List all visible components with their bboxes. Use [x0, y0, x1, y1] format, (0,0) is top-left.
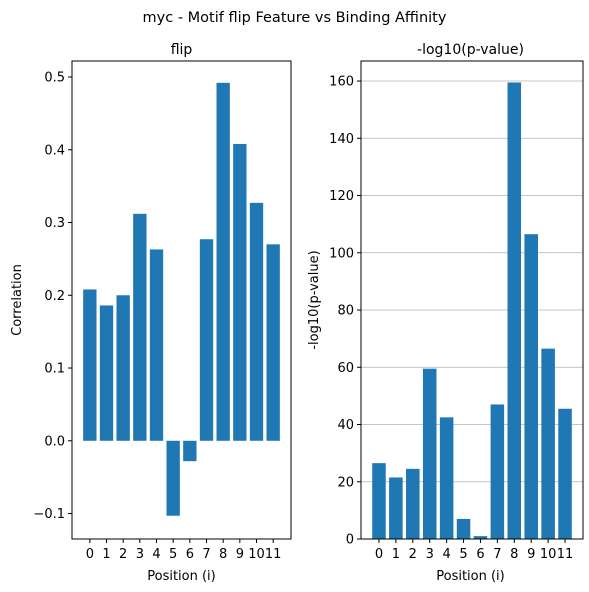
pvalue-x-tick-label: 3 — [426, 547, 434, 562]
correlation-x-tick-label: 3 — [136, 547, 144, 562]
pvalue-y-tick-label: 40 — [337, 418, 354, 433]
correlation-x-tick-label: 4 — [152, 547, 160, 562]
correlation-y-tick-label: 0.5 — [44, 71, 65, 86]
correlation-x-tick-label: 0 — [86, 547, 94, 562]
pvalue-y-tick-label: 20 — [337, 475, 354, 490]
correlation-panel: flip −0.1 0.0 0.1 0.2 0.3 0.4 0.5 0 1 2 3 4 5 6 7 8 9 10… — [10, 42, 292, 584]
pvalue-x-tick-label: 9 — [527, 547, 535, 562]
pvalue-x-tick-label: 1 — [392, 547, 400, 562]
correlation-bar — [149, 249, 164, 441]
pvalue-bar — [422, 368, 437, 539]
pvalue-bars — [372, 82, 572, 539]
pvalue-y-ticks: 0 20 40 60 80 100 120 140 160 — [329, 75, 361, 548]
correlation-x-ticks: 0 1 2 3 4 5 6 7 8 9 10 11 — [86, 539, 282, 562]
figure-suptitle: myc - Motif flip Feature vs Binding Affi… — [143, 10, 447, 26]
pvalue-bar — [439, 417, 454, 539]
correlation-x-tick-label: 2 — [119, 547, 127, 562]
correlation-x-axis-label: Position (i) — [147, 569, 216, 584]
correlation-panel-title: flip — [171, 42, 193, 58]
pvalue-bar — [372, 463, 386, 539]
correlation-y-axis-label: Correlation — [10, 264, 25, 336]
pvalue-y-axis-label: -log10(p-value) — [307, 250, 322, 349]
correlation-x-tick-label: 7 — [202, 547, 210, 562]
correlation-y-ticks: −0.1 0.0 0.1 0.2 0.3 0.4 0.5 — [33, 71, 72, 522]
pvalue-panel-title: -log10(p-value) — [417, 42, 524, 58]
correlation-bars — [83, 82, 280, 516]
correlation-x-tick-label: 6 — [186, 547, 194, 562]
pvalue-x-tick-label: 0 — [375, 547, 383, 562]
pvalue-x-tick-label: 6 — [476, 547, 484, 562]
correlation-y-tick-label: 0.3 — [44, 216, 65, 231]
pvalue-x-axis-label: Position (i) — [436, 569, 505, 584]
pvalue-y-tick-label: 160 — [329, 75, 354, 90]
correlation-bar — [183, 440, 197, 462]
pvalue-bar — [456, 518, 471, 539]
pvalue-x-tick-label: 11 — [557, 547, 574, 562]
correlation-bar — [233, 143, 247, 441]
pvalue-bar — [524, 234, 538, 539]
correlation-bar — [266, 244, 280, 441]
pvalue-y-tick-label: 0 — [346, 533, 354, 548]
pvalue-bar — [389, 477, 403, 539]
correlation-y-tick-label: 0.4 — [44, 143, 65, 158]
pvalue-x-tick-label: 10 — [540, 547, 557, 562]
correlation-x-tick-label: 1 — [102, 547, 110, 562]
pvalue-bar — [541, 348, 555, 539]
correlation-x-tick-label: 9 — [236, 547, 244, 562]
correlation-x-tick-label: 5 — [169, 547, 177, 562]
correlation-x-tick-label: 11 — [265, 547, 282, 562]
pvalue-bar — [507, 82, 522, 539]
pvalue-bar — [490, 404, 505, 539]
correlation-bar — [99, 305, 114, 441]
pvalue-y-tick-label: 60 — [337, 361, 354, 376]
pvalue-plot-frame — [360, 60, 584, 540]
pvalue-x-tick-label: 7 — [493, 547, 501, 562]
pvalue-y-tick-label: 120 — [329, 189, 354, 204]
correlation-plot-frame — [71, 60, 292, 540]
pvalue-x-tick-label: 8 — [510, 547, 518, 562]
correlation-bar — [249, 202, 264, 441]
correlation-x-tick-label: 10 — [248, 547, 265, 562]
pvalue-y-tick-label: 140 — [329, 132, 354, 147]
correlation-bar — [166, 440, 180, 516]
pvalue-bar — [558, 408, 572, 539]
pvalue-x-tick-label: 5 — [459, 547, 467, 562]
pvalue-x-tick-label: 2 — [409, 547, 417, 562]
correlation-bar — [216, 82, 230, 441]
pvalue-bar — [406, 468, 420, 539]
correlation-y-tick-label: 0.2 — [44, 289, 65, 304]
pvalue-y-tick-label: 100 — [329, 246, 354, 261]
pvalue-y-tick-label: 80 — [337, 304, 354, 319]
pvalue-x-ticks: 0 1 2 3 4 5 6 7 8 9 10 11 — [375, 539, 573, 562]
correlation-x-tick-label: 8 — [219, 547, 227, 562]
correlation-bar — [83, 289, 97, 441]
pvalue-bar — [473, 536, 488, 539]
correlation-bar — [116, 295, 130, 441]
correlation-y-tick-label: 0.0 — [44, 434, 65, 449]
correlation-y-tick-label: 0.1 — [44, 362, 65, 377]
correlation-bar — [133, 213, 147, 441]
correlation-y-tick-label: −0.1 — [33, 507, 65, 522]
correlation-bar — [199, 239, 214, 441]
pvalue-x-tick-label: 4 — [442, 547, 450, 562]
